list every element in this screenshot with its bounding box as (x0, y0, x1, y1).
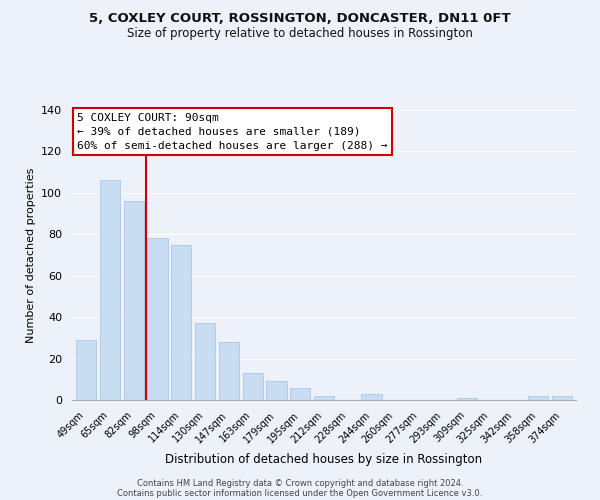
Bar (290, 388, 310, 400)
Bar (551, 396, 572, 400)
Bar (314, 396, 334, 400)
Text: 5, COXLEY COURT, ROSSINGTON, DONCASTER, DN11 0FT: 5, COXLEY COURT, ROSSINGTON, DONCASTER, … (89, 12, 511, 26)
Bar (457, 398, 477, 400)
Y-axis label: Number of detached properties: Number of detached properties (26, 168, 35, 342)
Bar (100, 180, 120, 400)
Bar (195, 324, 215, 400)
Bar (148, 238, 167, 400)
Bar (361, 394, 382, 400)
Text: Size of property relative to detached houses in Rossington: Size of property relative to detached ho… (127, 28, 473, 40)
Bar (124, 201, 144, 400)
Bar (242, 373, 263, 400)
Bar (528, 396, 548, 400)
Text: Contains public sector information licensed under the Open Government Licence v3: Contains public sector information licen… (118, 488, 482, 498)
Bar (219, 342, 239, 400)
Bar (76, 340, 97, 400)
Text: 5 COXLEY COURT: 90sqm
← 39% of detached houses are smaller (189)
60% of semi-det: 5 COXLEY COURT: 90sqm ← 39% of detached … (77, 113, 388, 151)
Bar (171, 244, 191, 400)
Text: Contains HM Land Registry data © Crown copyright and database right 2024.: Contains HM Land Registry data © Crown c… (137, 478, 463, 488)
X-axis label: Distribution of detached houses by size in Rossington: Distribution of detached houses by size … (166, 453, 482, 466)
Bar (266, 382, 287, 400)
